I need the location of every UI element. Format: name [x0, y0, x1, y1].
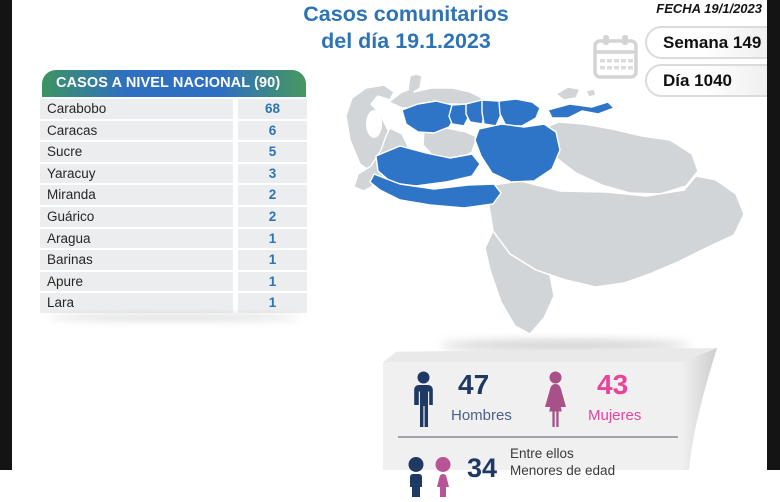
- state-name: Caracas: [40, 120, 233, 141]
- state-count: 3: [238, 163, 307, 184]
- hombres-value: 47: [458, 369, 490, 400]
- table-row: Carabobo 68: [40, 99, 307, 119]
- cell-gap: [233, 206, 238, 227]
- semana-badge: Semana 149: [645, 26, 780, 59]
- state-count: 2: [238, 206, 307, 227]
- cell-gap: [233, 228, 238, 249]
- cell-gap: [233, 120, 238, 141]
- page-curl: [683, 348, 745, 475]
- state-name: Aragua: [40, 228, 233, 249]
- dia-badge: Día 1040: [645, 64, 780, 97]
- menores-label-line2: Menores de edad: [510, 463, 616, 478]
- cell-gap: [233, 271, 238, 292]
- table-shadow: [48, 315, 300, 320]
- left-frame-bar: [0, 0, 12, 470]
- map-island-coche: [585, 88, 597, 98]
- table-row: Caracas 6: [40, 120, 307, 141]
- state-count: 5: [238, 142, 307, 162]
- menores-value: 34: [467, 453, 498, 483]
- table-row: Guárico 2: [40, 206, 307, 227]
- table-row: Sucre 5: [40, 142, 307, 162]
- state-name: Miranda: [40, 185, 233, 205]
- state-name: Sucre: [40, 142, 233, 162]
- state-name: Barinas: [40, 250, 233, 270]
- map-state-amazonas: [484, 230, 555, 335]
- panel-top-face: [383, 348, 717, 363]
- stats-panel: [383, 362, 684, 470]
- table-row: Lara 1: [40, 293, 307, 313]
- female-icon: [538, 371, 573, 434]
- mini-female-icon: [435, 457, 451, 502]
- male-icon: [407, 371, 440, 434]
- calendar-icon: [591, 33, 640, 89]
- hombres-label: Hombres: [451, 407, 512, 424]
- state-count: 1: [238, 293, 307, 313]
- mini-male-icon: [408, 457, 424, 502]
- cases-table: Carabobo 68 Caracas 6 Sucre 5 Yaracuy 3 …: [40, 99, 307, 315]
- state-count: 6: [238, 120, 307, 141]
- map-region-oriente: [539, 121, 699, 195]
- panel-shadow: [440, 341, 690, 350]
- cell-gap: [233, 142, 238, 162]
- state-name: Carabobo: [40, 99, 233, 119]
- table-row: Barinas 1: [40, 250, 307, 270]
- map-region-cojedes-portuguesa: [422, 127, 478, 163]
- state-count: 1: [238, 271, 307, 292]
- table-row: Apure 1: [40, 271, 307, 292]
- state-count: 2: [238, 185, 307, 205]
- map-state-guarico: [474, 123, 561, 183]
- menores-label: Entre ellos Menores de edad: [510, 445, 615, 479]
- venezuela-map: [344, 73, 768, 349]
- menores-label-line1: Entre ellos: [510, 446, 574, 461]
- fecha-label: FECHA 19/1/2023: [656, 1, 762, 16]
- mujeres-value: 43: [597, 369, 629, 400]
- state-count: 1: [238, 228, 307, 249]
- state-count: 1: [238, 250, 307, 270]
- table-row: Aragua 1: [40, 228, 307, 249]
- mujeres-label: Mujeres: [588, 407, 642, 424]
- state-name: Apure: [40, 271, 233, 292]
- cell-gap: [233, 293, 238, 313]
- panel-divider: [398, 436, 678, 438]
- map-state-caracas-miranda: [498, 98, 541, 127]
- right-frame-bar: [767, 0, 780, 470]
- state-name: Yaracuy: [40, 163, 233, 184]
- map-state-sucre: [547, 101, 615, 119]
- table-header: CASOS A NIVEL NACIONAL (90): [42, 70, 306, 97]
- table-row: Yaracuy 3: [40, 163, 307, 184]
- page-title: Casos comunitarios del día 19.1.2023: [288, 1, 524, 55]
- cell-gap: [233, 163, 238, 184]
- state-name: Lara: [40, 293, 233, 313]
- cell-gap: [233, 99, 238, 119]
- cell-gap: [233, 185, 238, 205]
- map-island-margarita: [555, 86, 581, 101]
- state-count: 68: [238, 99, 307, 119]
- map-state-apure: [369, 173, 502, 209]
- table-row: Miranda 2: [40, 185, 307, 205]
- page-title-line2: del día 19.1.2023: [321, 29, 491, 53]
- page-title-line1: Casos comunitarios: [303, 2, 509, 26]
- state-name: Guárico: [40, 206, 233, 227]
- map-lake-maracaibo: [366, 110, 382, 138]
- cell-gap: [233, 250, 238, 270]
